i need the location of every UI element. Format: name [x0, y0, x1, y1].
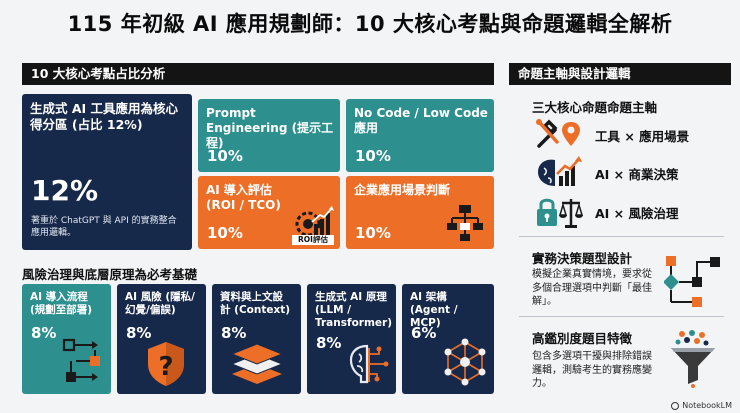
card-percent: 10% — [355, 147, 391, 165]
roi-chart-icon: ROI評估 — [290, 204, 336, 246]
card-scenario: 企業應用場景判斷 10% — [346, 176, 494, 249]
card-roi: AI 導入評估 (ROI / TCO) 10% ROI評估 — [198, 176, 340, 249]
axis-row-risk: AI × 風險治理 — [535, 195, 679, 229]
axis-row-tools: 工具 × 應用場景 — [535, 118, 689, 152]
card-label: 資料與上文設計 (Context) — [220, 291, 291, 316]
shield-warning-icon: ? — [145, 340, 187, 388]
card-ai-process: AI 導入流程 (規劃至部署) 8% — [22, 284, 111, 394]
card-desc: 著重於 ChatGPT 與 API 的實務整合應用邏輯。 — [31, 216, 177, 238]
notebooklm-icon — [671, 401, 680, 410]
card-label: 生成式 AI 原理 (LLM / Transformer) — [315, 291, 392, 329]
divider — [519, 236, 724, 237]
card-label: No Code / Low Code 應用 — [354, 106, 488, 135]
footer-text: NotebookLM — [682, 401, 732, 410]
card-label: AI 架構 (Agent / MCP) — [410, 291, 458, 329]
card-nocode: No Code / Low Code 應用 10% — [346, 99, 494, 172]
section2-title: 風險治理與底層原理為必考基礎 — [22, 267, 198, 282]
practice-desc: 模擬企業真實情境，要求從多個合理選項中判斷「最佳解」。 — [532, 269, 652, 307]
card-percent: 12% — [31, 174, 99, 207]
lock-scale-icon — [535, 195, 583, 229]
card-percent: 10% — [207, 147, 243, 165]
axis-text: 工具 × 應用場景 — [595, 128, 690, 144]
right-section-header: 命題主軸與設計邏輯 — [509, 63, 731, 85]
network-icon — [442, 338, 488, 386]
card-percent: 8% — [126, 324, 152, 342]
divider — [519, 316, 724, 317]
card-label: 生成式 AI 工具應用為核心得分區 (占比 12%) — [30, 101, 179, 132]
card-prompt-engineering: Prompt Engineering (提示工程) 10% — [198, 99, 340, 172]
card-context-design: 資料與上文設計 (Context) 8% — [212, 284, 301, 394]
practice-title: 實務決策題型設計 — [532, 251, 633, 266]
footer-brand: NotebookLM — [671, 401, 732, 410]
card-genai-principle: 生成式 AI 原理 (LLM / Transformer) 8% — [307, 284, 396, 394]
card-genai-tools: 生成式 AI 工具應用為核心得分區 (占比 12%) 12% 著重於 ChatG… — [22, 94, 192, 250]
layers-icon — [230, 340, 284, 386]
brain-circuit-icon — [347, 342, 391, 384]
svg-text:?: ? — [158, 352, 173, 382]
roi-icon-caption: ROI評估 — [298, 235, 328, 244]
card-percent: 10% — [207, 224, 243, 242]
card-percent: 8% — [221, 324, 247, 342]
org-chart-icon — [446, 204, 484, 242]
card-percent: 6% — [411, 324, 437, 342]
card-label: 企業應用場景判斷 — [354, 183, 451, 197]
card-label: AI 導入評估 (ROI / TCO) — [206, 183, 281, 212]
decision-flow-icon — [664, 254, 722, 310]
axes-title: 三大核心命題命題主軸 — [532, 100, 658, 115]
card-percent: 10% — [355, 224, 391, 242]
discrim-desc: 包含多選項干擾與排除錯誤邏輯，測驗考生的實務應變力。 — [532, 351, 652, 389]
card-ai-architecture: AI 架構 (Agent / MCP) 6% — [402, 284, 494, 394]
left-section-header: 10 大核心考點占比分析 — [22, 63, 494, 85]
card-label: AI 風險 (隱私/幻覺/偏誤) — [125, 291, 195, 316]
card-ai-risk: AI 風險 (隱私/幻覺/偏誤) 8% ? — [117, 284, 206, 394]
axis-text: AI × 商業決策 — [595, 166, 679, 182]
discrim-title: 高鑑別度題目特徵 — [532, 331, 633, 346]
card-percent: 8% — [316, 334, 342, 352]
workflow-icon — [62, 336, 106, 386]
brain-growth-icon — [535, 156, 583, 190]
card-label: Prompt Engineering (提示工程) — [206, 106, 334, 150]
page-title: 115 年初級 AI 應用規劃師：10 大核心考點與命題邏輯全解析 — [67, 12, 673, 36]
axis-text: AI × 風險治理 — [595, 205, 679, 221]
card-percent: 8% — [31, 324, 57, 342]
funnel-filter-icon — [668, 330, 718, 388]
tools-location-icon — [535, 118, 583, 152]
axis-row-business: AI × 商業決策 — [535, 156, 679, 190]
card-label: AI 導入流程 (規劃至部署) — [30, 291, 93, 316]
